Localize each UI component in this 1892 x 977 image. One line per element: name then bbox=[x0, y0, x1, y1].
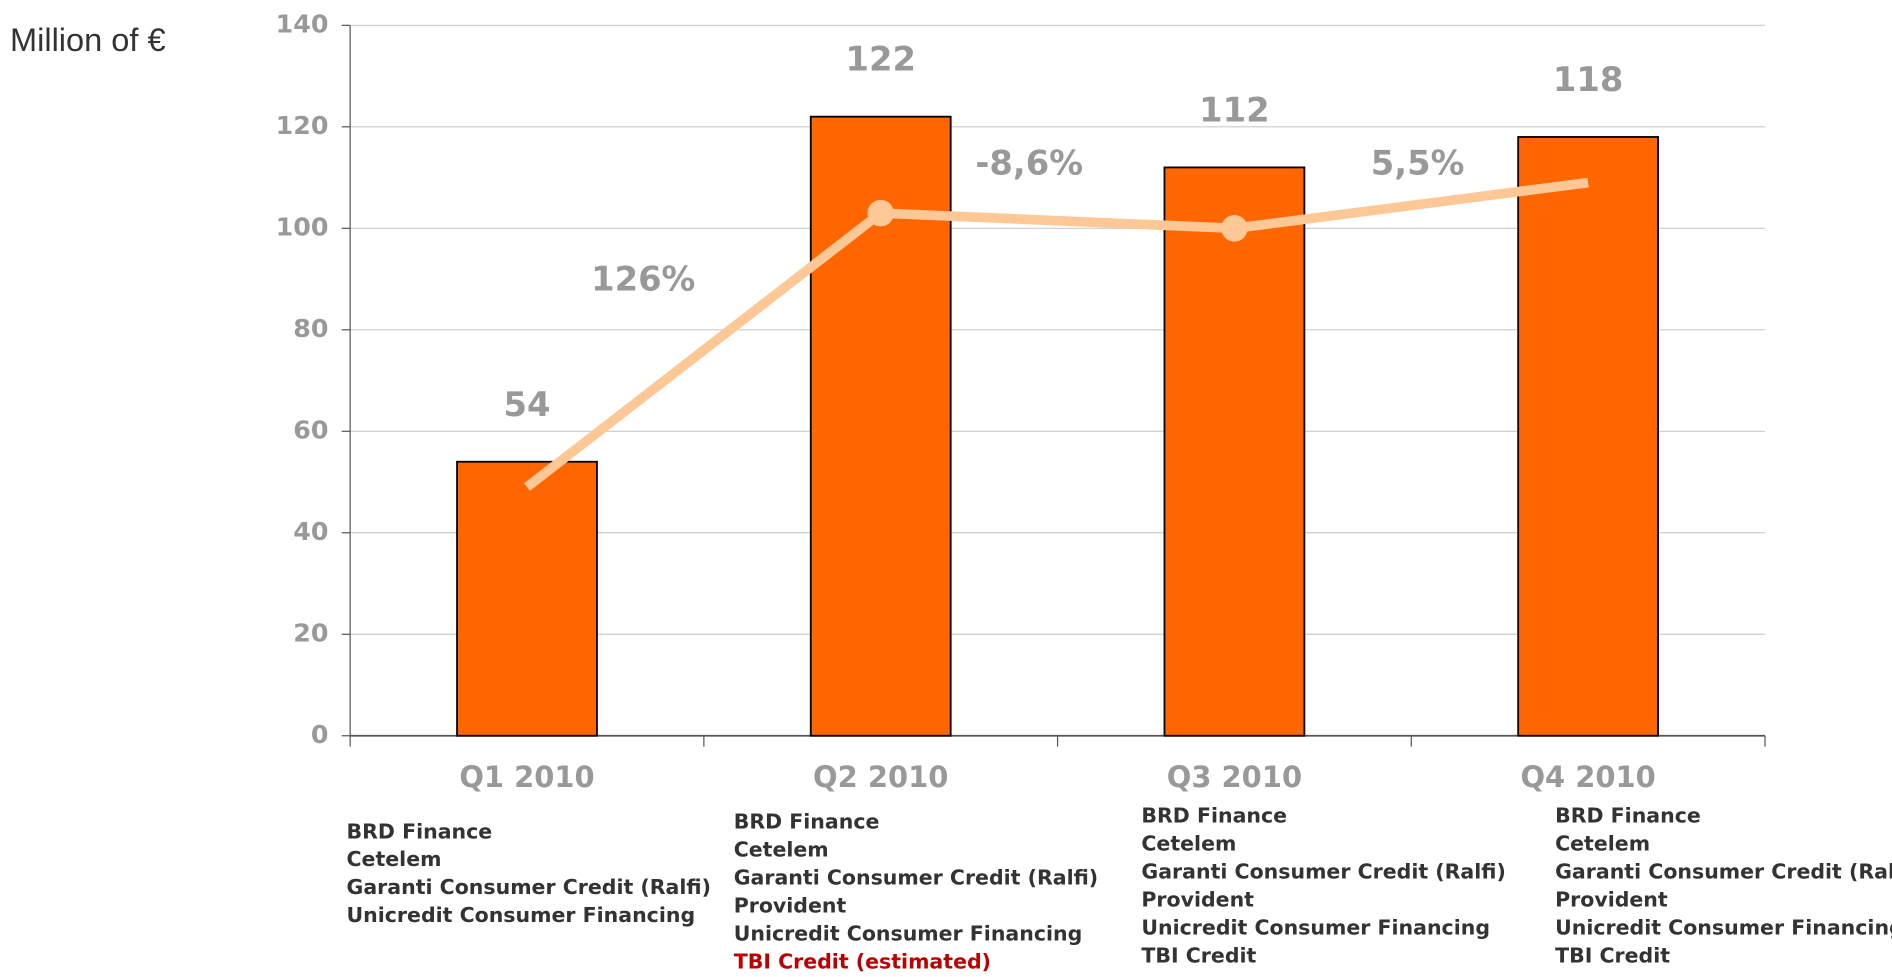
company-name: TBI Credit (estimated) bbox=[734, 950, 991, 974]
y-tick-label: 80 bbox=[293, 313, 328, 343]
y-tick-label: 120 bbox=[276, 110, 329, 140]
bar bbox=[1517, 136, 1659, 737]
y-tick-label: 140 bbox=[276, 8, 329, 38]
y-axis-label: Million of € bbox=[10, 22, 166, 58]
company-name: Garanti Consumer Credit (Ralfi) bbox=[347, 875, 711, 899]
line bbox=[524, 177, 1589, 491]
company-name: Unicredit Consumer Financing bbox=[347, 903, 696, 927]
value-label: 54 bbox=[504, 385, 551, 424]
y-tick-label: 40 bbox=[293, 516, 328, 546]
company-name: Unicredit Consumer Financing bbox=[1555, 916, 1892, 940]
line-marker bbox=[867, 199, 894, 227]
growth-annotation: -8,6% bbox=[975, 144, 1083, 183]
bar bbox=[1163, 166, 1306, 737]
company-name: BRD Finance bbox=[734, 810, 880, 834]
company-name: TBI Credit bbox=[1555, 943, 1670, 967]
company-name: Cetelem bbox=[1141, 832, 1236, 856]
growth-annotation: 5,5% bbox=[1371, 144, 1465, 183]
y-tick-label: 20 bbox=[293, 617, 328, 647]
y-tick-label: 100 bbox=[276, 211, 329, 241]
value-label: 112 bbox=[1199, 90, 1269, 129]
x-tick-label: Q4 2010 bbox=[1520, 760, 1655, 794]
y-tick-label: 60 bbox=[293, 414, 328, 444]
company-name: Provident bbox=[1555, 888, 1668, 912]
company-name: TBI Credit bbox=[1141, 943, 1256, 967]
company-name: Garanti Consumer Credit (Ralfi) bbox=[1141, 860, 1505, 884]
y-tick-label: 0 bbox=[311, 719, 329, 749]
company-name: Provident bbox=[1141, 888, 1254, 912]
company-name: Cetelem bbox=[347, 847, 442, 871]
line-marker bbox=[1221, 215, 1248, 242]
company-name: BRD Finance bbox=[1141, 804, 1287, 828]
company-name: Cetelem bbox=[1555, 832, 1650, 856]
value-label: 118 bbox=[1553, 60, 1623, 99]
company-name: Garanti Consumer Credit (Ralfi) bbox=[1555, 860, 1892, 884]
x-tick-label: Q1 2010 bbox=[459, 760, 594, 794]
company-name: Unicredit Consumer Financing bbox=[1141, 916, 1490, 940]
value-label: 122 bbox=[845, 40, 915, 79]
company-name: Unicredit Consumer Financing bbox=[734, 922, 1083, 946]
growth-annotation: 126% bbox=[591, 260, 695, 299]
bar bbox=[456, 460, 598, 737]
x-tick-label: Q3 2010 bbox=[1167, 760, 1302, 794]
company-name: Cetelem bbox=[734, 838, 829, 862]
company-name: Garanti Consumer Credit (Ralfi) bbox=[734, 866, 1098, 890]
x-tick-label: Q2 2010 bbox=[813, 760, 948, 794]
company-name: Provident bbox=[734, 894, 847, 918]
company-name: BRD Finance bbox=[347, 819, 493, 843]
company-name: BRD Finance bbox=[1555, 804, 1701, 828]
